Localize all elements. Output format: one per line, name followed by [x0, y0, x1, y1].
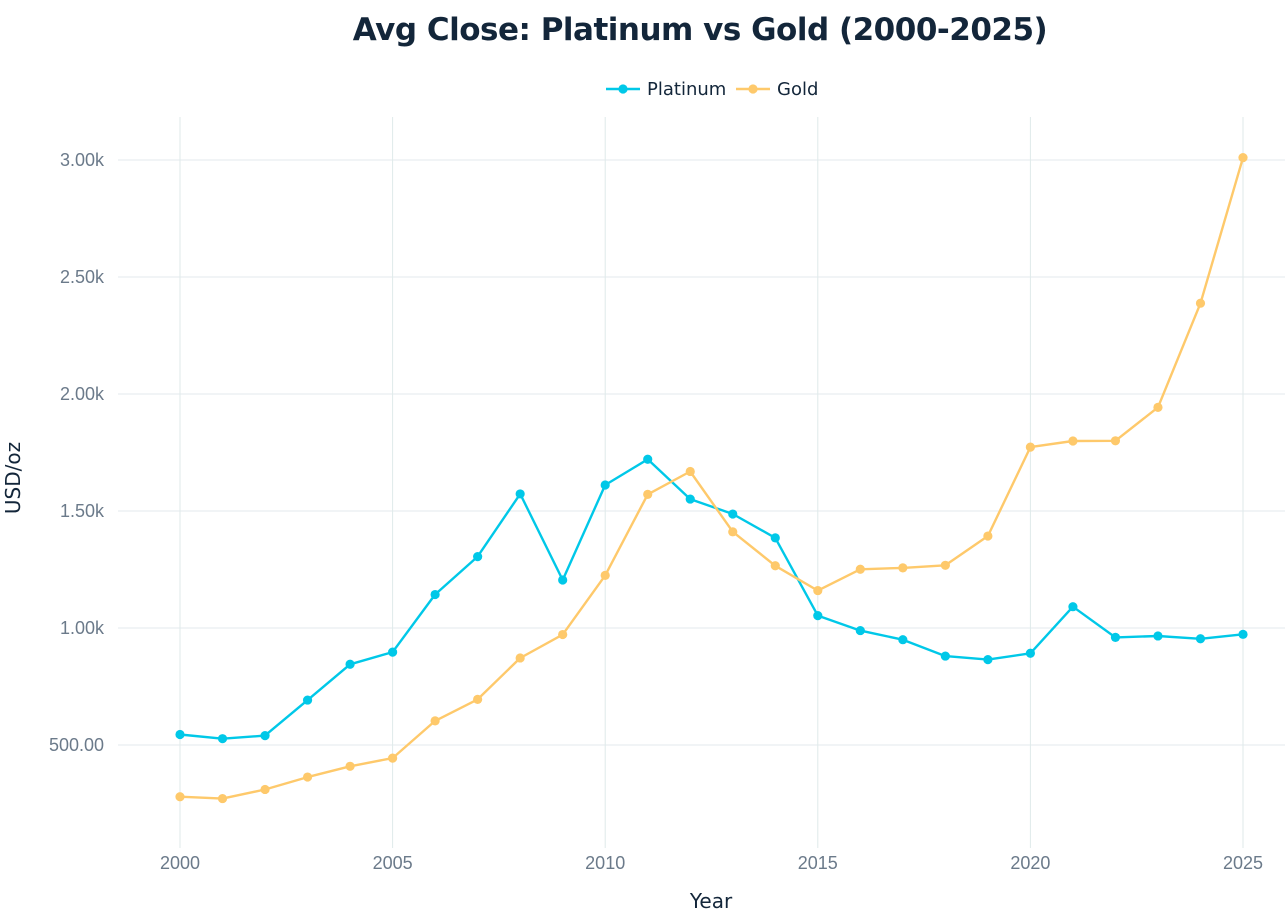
data-point-gold[interactable] [558, 629, 568, 640]
data-point-gold[interactable] [898, 563, 908, 573]
data-point-gold[interactable] [643, 489, 653, 499]
data-point-platinum[interactable] [643, 454, 653, 464]
x-tick-label: 2020 [1010, 853, 1050, 873]
data-point-gold[interactable] [1195, 298, 1206, 308]
x-axis-title: Year [689, 889, 733, 913]
data-point-gold[interactable] [1153, 402, 1163, 412]
data-point-platinum[interactable] [473, 552, 483, 562]
data-point-gold[interactable] [600, 570, 610, 580]
series-line-platinum [178, 458, 1245, 740]
data-point-platinum[interactable] [388, 647, 398, 657]
data-point-gold[interactable] [770, 561, 780, 571]
data-point-platinum[interactable] [345, 659, 355, 669]
data-point-platinum[interactable] [1110, 632, 1121, 642]
legend[interactable]: Platinum Gold [606, 79, 818, 100]
data-point-gold[interactable] [430, 716, 440, 726]
legend-item-gold[interactable]: Gold [736, 79, 818, 100]
data-point-platinum[interactable] [983, 654, 993, 665]
data-point-platinum[interactable] [813, 610, 823, 621]
data-point-platinum[interactable] [940, 651, 950, 661]
data-point-gold[interactable] [260, 784, 270, 795]
data-point-platinum[interactable] [1068, 602, 1078, 612]
y-tick-label: 2.50k [60, 267, 105, 287]
data-point-platinum[interactable] [515, 489, 525, 499]
data-point-gold[interactable] [345, 761, 355, 771]
data-point-gold[interactable] [1068, 436, 1078, 446]
data-point-gold[interactable] [175, 792, 185, 802]
x-tick-label: 2025 [1223, 853, 1263, 873]
data-point-gold[interactable] [217, 793, 228, 804]
x-tick-label: 2010 [585, 853, 625, 873]
data-point-gold[interactable] [1238, 153, 1248, 163]
data-point-gold[interactable] [940, 560, 950, 570]
x-tick-label: 2000 [160, 853, 200, 873]
data-point-gold[interactable] [1025, 442, 1035, 452]
y-tick-label: 2.00k [60, 384, 105, 404]
data-point-platinum[interactable] [685, 494, 695, 504]
data-point-platinum[interactable] [558, 575, 568, 585]
series-layer [175, 153, 1248, 804]
data-point-platinum[interactable] [1025, 648, 1035, 658]
data-point-gold[interactable] [1110, 436, 1121, 446]
data-point-gold[interactable] [473, 694, 483, 704]
data-point-platinum[interactable] [302, 695, 313, 705]
data-point-platinum[interactable] [770, 533, 780, 543]
data-point-gold[interactable] [983, 531, 993, 541]
y-tick-labels: 500.00 1.00k 1.50k 2.00k 2.50k 3.00k [49, 150, 105, 755]
series-gold [175, 153, 1248, 804]
legend-label: Platinum [647, 79, 726, 100]
data-point-platinum[interactable] [600, 480, 610, 490]
data-point-platinum[interactable] [898, 635, 908, 645]
legend-marker [618, 84, 628, 94]
series-line-gold [178, 156, 1245, 800]
data-point-platinum[interactable] [260, 731, 270, 741]
data-point-gold[interactable] [855, 564, 865, 574]
y-tick-label: 3.00k [60, 150, 105, 170]
data-point-platinum[interactable] [1238, 629, 1248, 639]
data-point-platinum[interactable] [175, 729, 185, 740]
legend-item-platinum[interactable]: Platinum [606, 79, 726, 100]
y-axis-title: USD/oz [1, 442, 25, 514]
data-point-gold[interactable] [302, 772, 313, 782]
series-platinum [175, 454, 1248, 744]
chart-title: Avg Close: Platinum vs Gold (2000-2025) [352, 12, 1048, 48]
data-point-platinum[interactable] [217, 734, 228, 744]
gridlines [118, 117, 1285, 848]
legend-marker [748, 84, 758, 94]
x-tick-label: 2015 [798, 853, 838, 873]
x-tick-labels: 2000 2005 2010 2015 2020 2025 [160, 853, 1263, 873]
data-point-gold[interactable] [728, 527, 738, 537]
y-tick-label: 500.00 [49, 735, 104, 755]
data-point-gold[interactable] [388, 753, 398, 763]
x-tick-label: 2005 [373, 853, 413, 873]
data-point-gold[interactable] [685, 466, 695, 477]
data-point-platinum[interactable] [728, 509, 738, 519]
data-point-platinum[interactable] [855, 625, 865, 636]
y-tick-label: 1.50k [60, 501, 105, 521]
y-tick-label: 1.00k [60, 618, 105, 638]
data-point-platinum[interactable] [1195, 634, 1206, 644]
data-point-gold[interactable] [515, 653, 525, 663]
legend-label: Gold [777, 79, 818, 100]
data-point-platinum[interactable] [1153, 631, 1163, 641]
data-point-platinum[interactable] [430, 589, 440, 600]
data-point-gold[interactable] [813, 585, 823, 596]
